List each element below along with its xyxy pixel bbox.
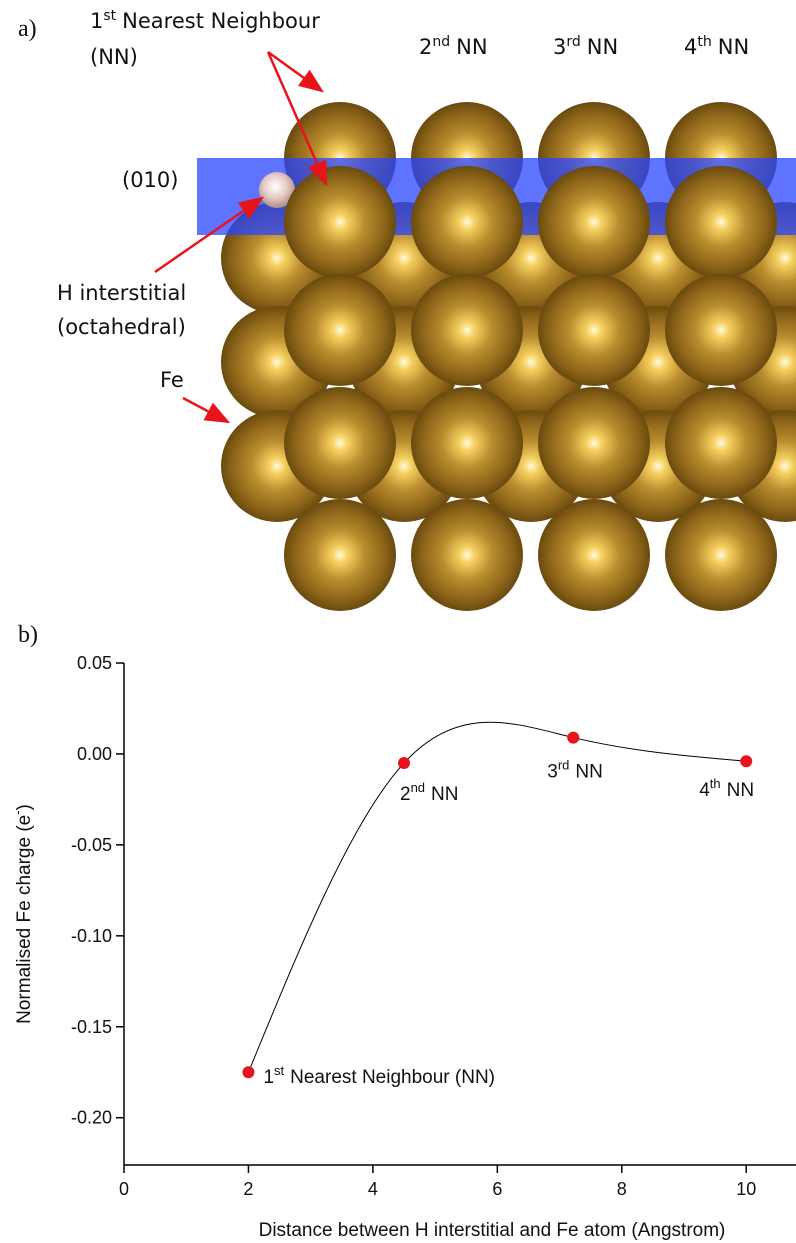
fe-atom bbox=[284, 274, 396, 386]
label-sup: st bbox=[103, 8, 116, 24]
point-label: 1st Nearest Neighbour (NN) bbox=[263, 1063, 495, 1088]
fe-atom bbox=[411, 387, 523, 499]
y-tick-label: -0.10 bbox=[71, 926, 112, 946]
fe-atom bbox=[284, 166, 396, 278]
fe-atom bbox=[538, 274, 650, 386]
label-part: NN bbox=[575, 762, 602, 783]
x-tick-label: 2 bbox=[243, 1179, 253, 1199]
data-point bbox=[567, 732, 579, 744]
label-part: 2 bbox=[400, 784, 411, 805]
h-label: H interstitial bbox=[57, 281, 186, 305]
nn1-label: 1st Nearest Neighbour bbox=[90, 8, 320, 33]
fe-atom bbox=[411, 499, 523, 611]
fe-atom bbox=[284, 387, 396, 499]
column-label: 3rd NN bbox=[553, 34, 618, 59]
label-part: NN bbox=[587, 35, 618, 59]
y-tick-label: -0.05 bbox=[71, 835, 112, 855]
label-part: 3 bbox=[553, 35, 566, 59]
point-label: 4th NN bbox=[699, 776, 754, 801]
label-sup: th bbox=[710, 776, 721, 791]
y-tick-label: 0.00 bbox=[77, 744, 112, 764]
figure: a) 1stNearest Neighbour (NN) 2ndNN 3rdNN… bbox=[0, 0, 796, 1243]
atom-model bbox=[197, 102, 796, 611]
label-part: ) bbox=[14, 804, 35, 810]
label-sup: rd bbox=[558, 758, 570, 773]
fe-atom bbox=[411, 274, 523, 386]
fe-atom bbox=[538, 499, 650, 611]
x-tick-label: 4 bbox=[368, 1179, 378, 1199]
fe-atom bbox=[284, 499, 396, 611]
label-part: 1 bbox=[90, 9, 103, 33]
data-point bbox=[740, 755, 752, 767]
x-tick-label: 0 bbox=[119, 1179, 129, 1199]
label-part: Nearest Neighbour (NN) bbox=[290, 1067, 495, 1088]
label-sup: th bbox=[697, 34, 711, 50]
column-label: 4th NN bbox=[684, 34, 749, 59]
x-axis-label: Distance between H interstitial and Fe a… bbox=[259, 1220, 726, 1241]
fe-label: Fe bbox=[160, 368, 184, 392]
label-sup: nd bbox=[432, 34, 450, 50]
label-part: Normalised Fe charge (e bbox=[14, 815, 35, 1024]
data-point bbox=[242, 1066, 254, 1078]
label-part: NN bbox=[431, 784, 458, 805]
label-part: 4 bbox=[684, 35, 697, 59]
chart: 0.05 0.00 -0.05 -0.10 -0.15 -0.20 0 2 4 6 8 10 1st Ne… bbox=[71, 653, 796, 1199]
fe-atom bbox=[538, 166, 650, 278]
fe-atom bbox=[665, 499, 777, 611]
label-part: 4 bbox=[699, 780, 710, 801]
label-part: NN bbox=[718, 35, 749, 59]
label-part: Nearest Neighbour bbox=[122, 9, 320, 33]
plane-label: (010) bbox=[122, 168, 178, 192]
x-tick-label: 10 bbox=[736, 1179, 756, 1199]
panel-label: a) bbox=[18, 16, 37, 42]
fe-atom bbox=[665, 274, 777, 386]
panel-label: b) bbox=[18, 622, 38, 648]
fe-atom bbox=[411, 166, 523, 278]
label-part: NN bbox=[727, 780, 754, 801]
y-tick-label: 0.05 bbox=[77, 653, 112, 673]
column-label: 2nd NN bbox=[419, 34, 488, 59]
x-tick-label: 8 bbox=[617, 1179, 627, 1199]
arrow bbox=[183, 398, 228, 422]
label-sup: nd bbox=[411, 780, 425, 795]
label-part: 1 bbox=[263, 1067, 274, 1088]
data-point bbox=[398, 757, 410, 769]
label-sup: st bbox=[274, 1063, 285, 1078]
fe-atom bbox=[665, 387, 777, 499]
y-tick-label: -0.20 bbox=[71, 1108, 112, 1128]
x-tick-label: 6 bbox=[492, 1179, 502, 1199]
point-label: 2nd NN bbox=[400, 780, 459, 805]
nn1-abbr: (NN) bbox=[90, 45, 138, 69]
curve bbox=[248, 722, 746, 1072]
y-axis-label: Normalised Fe charge (e-) bbox=[10, 804, 35, 1024]
y-tick-label: -0.15 bbox=[71, 1017, 112, 1037]
label-part: NN bbox=[456, 35, 487, 59]
label-part: 2 bbox=[419, 35, 432, 59]
label-part: 3 bbox=[547, 762, 558, 783]
fe-atom bbox=[665, 166, 777, 278]
label-sup: rd bbox=[566, 34, 580, 50]
fe-atom bbox=[538, 387, 650, 499]
point-label: 3rd NN bbox=[547, 758, 603, 783]
h-label: (octahedral) bbox=[57, 315, 186, 339]
